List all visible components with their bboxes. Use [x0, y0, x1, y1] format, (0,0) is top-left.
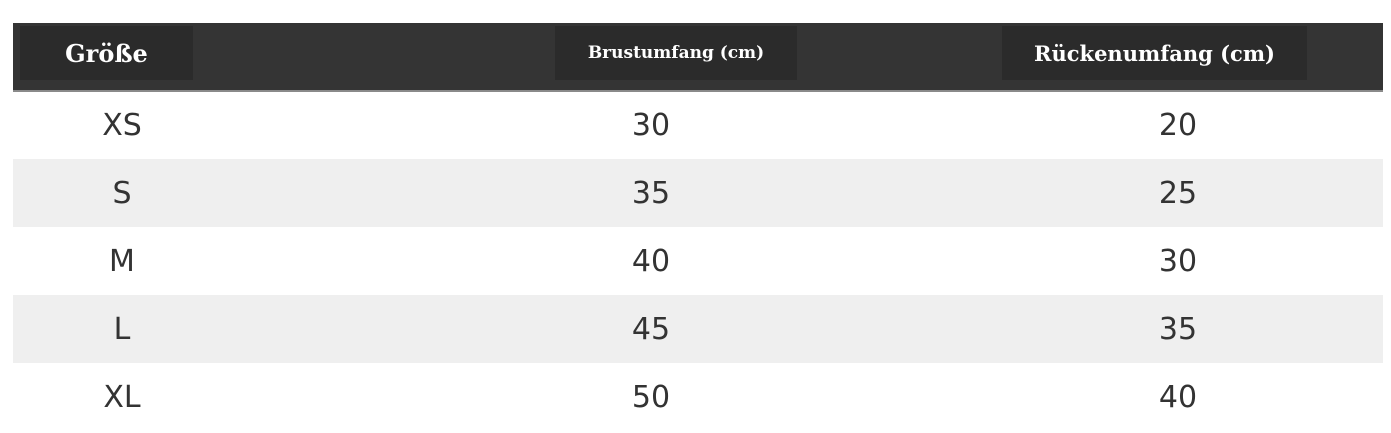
- table-row: S 35 25: [13, 159, 1383, 227]
- table-row: M 40 30: [13, 227, 1383, 295]
- table-row: XL 50 40: [13, 363, 1383, 431]
- table-row: XS 30 20: [13, 91, 1383, 159]
- size-cell: L: [113, 311, 131, 347]
- chest-cell: 35: [631, 175, 671, 211]
- table-header: Größe Brustumfang (cm) Rückenumfang (cm): [13, 23, 1383, 92]
- size-cell: S: [112, 175, 132, 211]
- header-back: Rückenumfang (cm): [1002, 26, 1307, 80]
- header-size: Größe: [20, 26, 193, 80]
- back-cell: 40: [1158, 379, 1198, 415]
- header-chest: Brustumfang (cm): [555, 26, 797, 80]
- chest-cell: 45: [631, 311, 671, 347]
- back-cell: 20: [1158, 107, 1198, 143]
- size-cell: M: [109, 243, 135, 279]
- table-row: L 45 35: [13, 295, 1383, 363]
- chest-cell: 50: [631, 379, 671, 415]
- chest-cell: 30: [631, 107, 671, 143]
- back-cell: 30: [1158, 243, 1198, 279]
- chest-cell: 40: [631, 243, 671, 279]
- size-cell: XL: [103, 379, 141, 415]
- back-cell: 25: [1158, 175, 1198, 211]
- back-cell: 35: [1158, 311, 1198, 347]
- size-cell: XS: [102, 107, 142, 143]
